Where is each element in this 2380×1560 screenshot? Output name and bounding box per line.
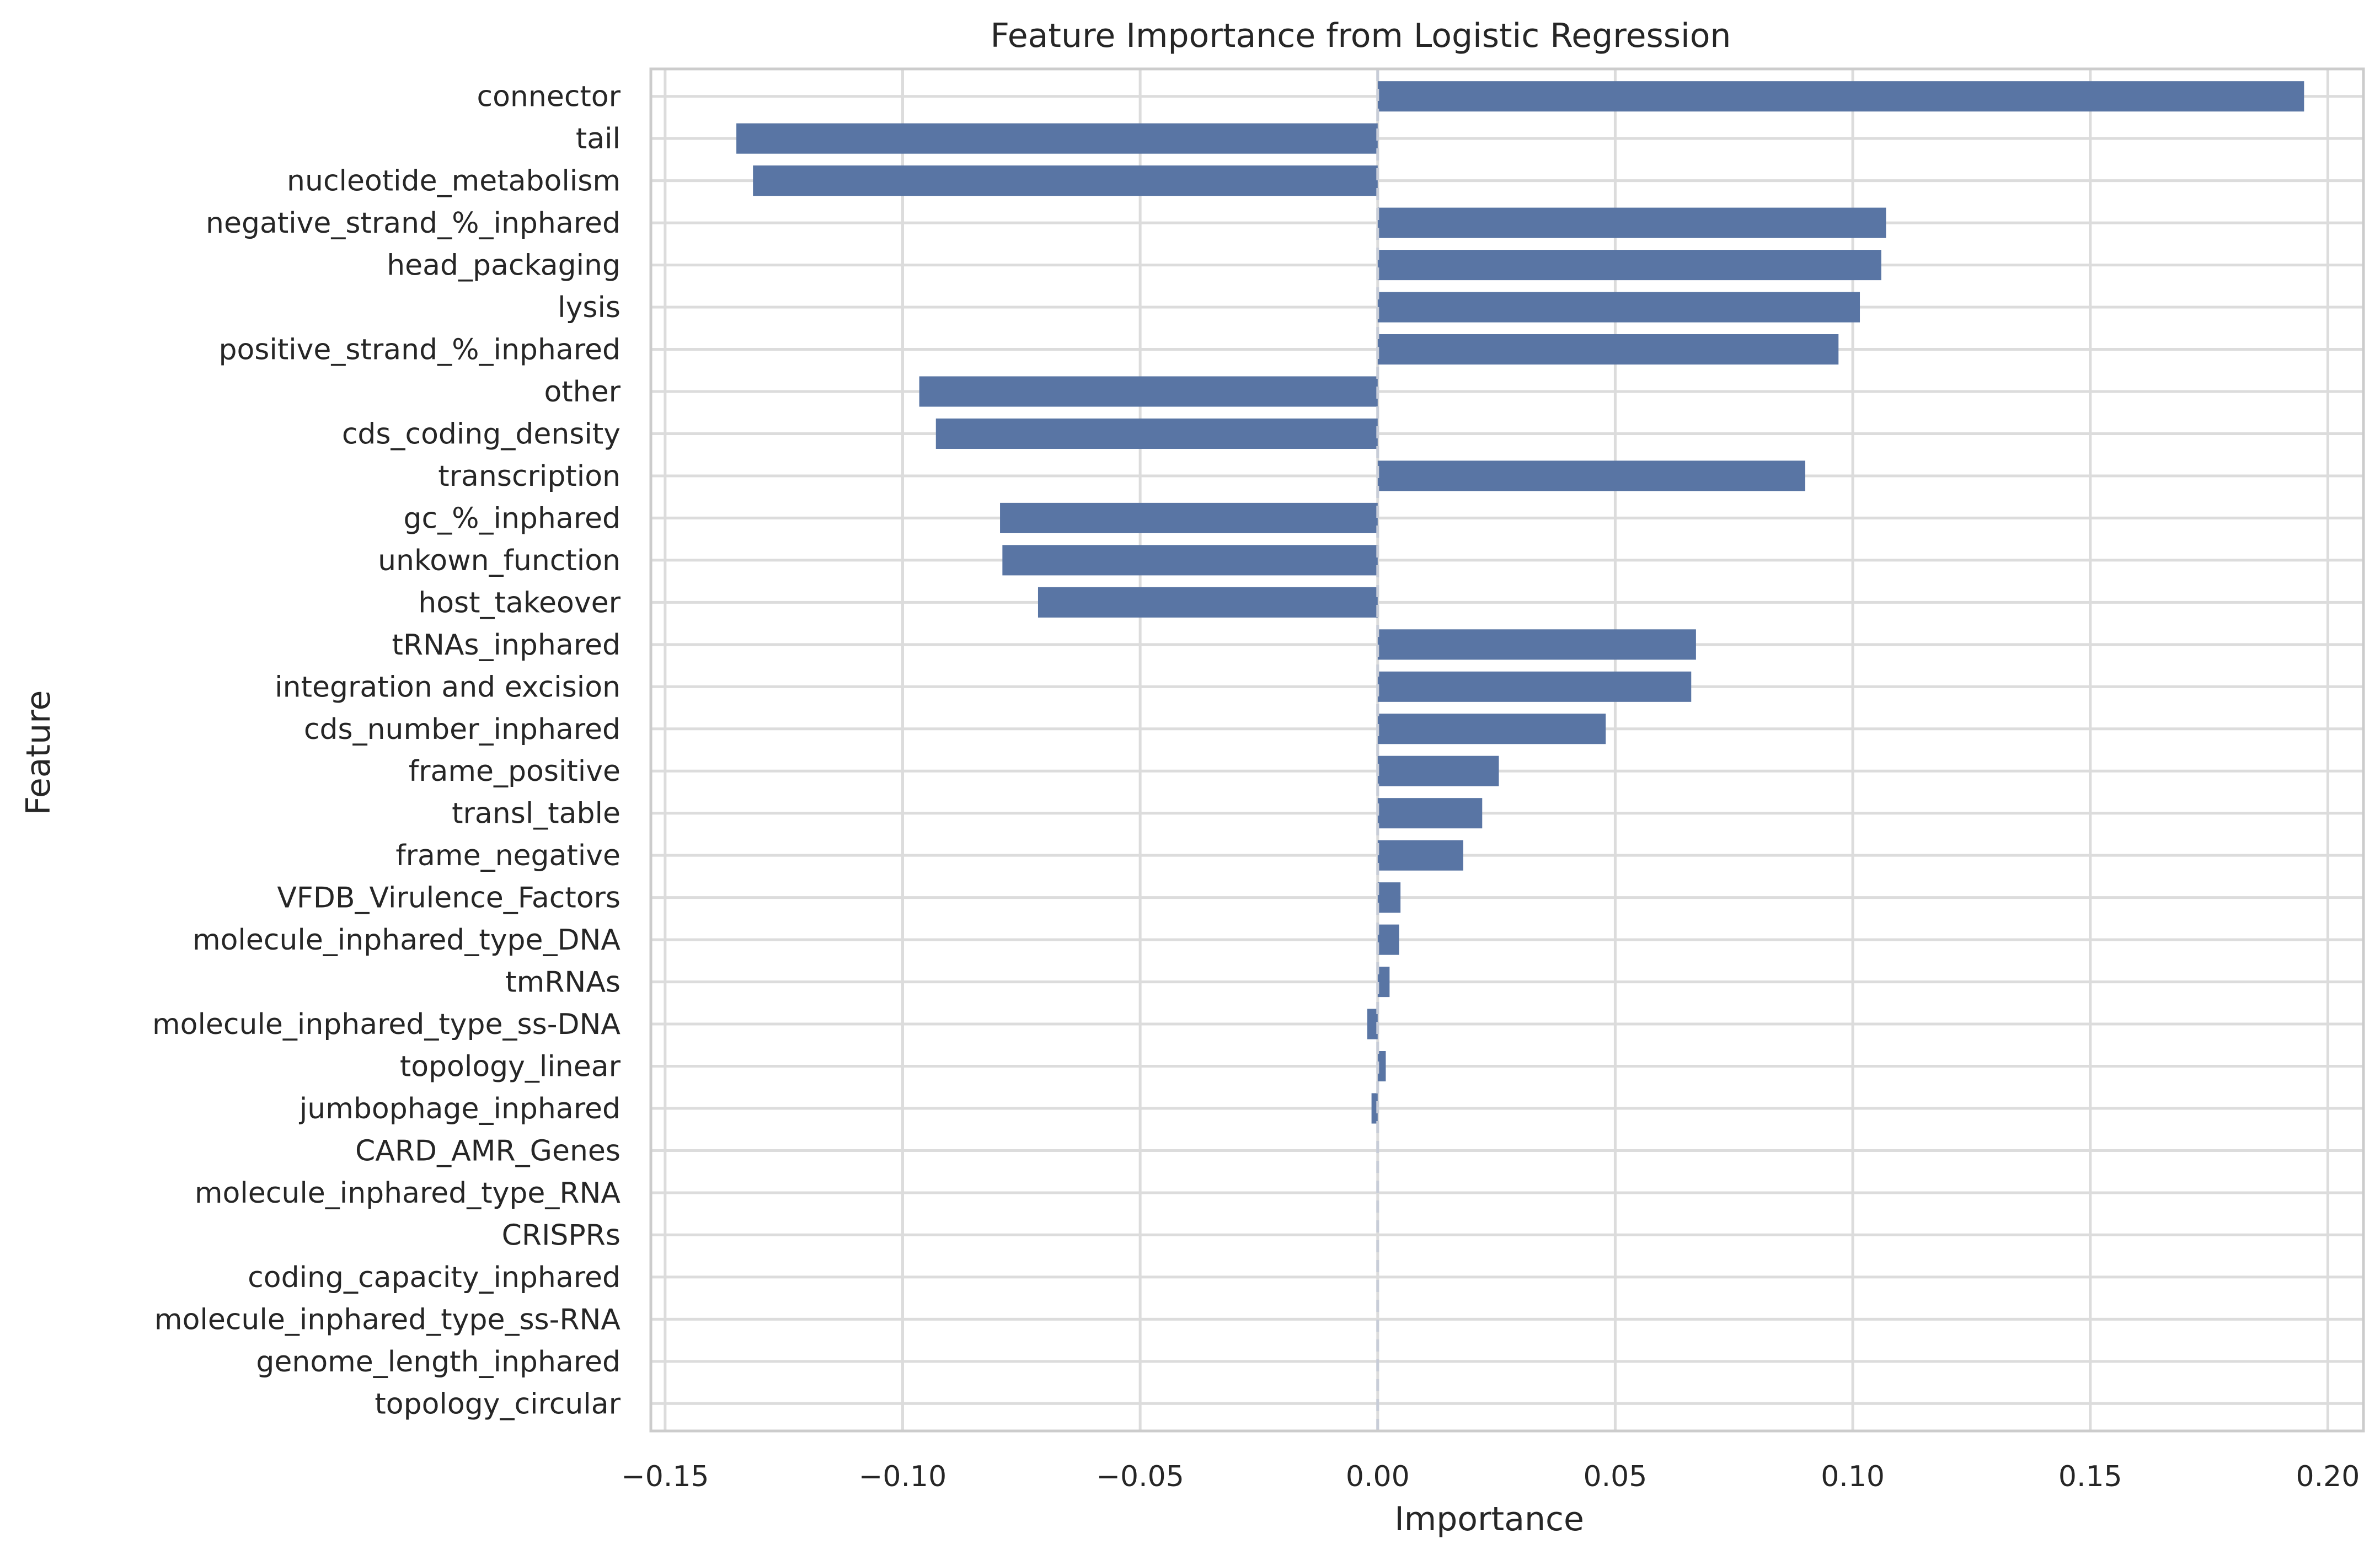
y-tick-label: molecule_inphared_type_RNA: [195, 1177, 621, 1210]
bar: [1000, 502, 1378, 533]
y-tick-label: head_packaging: [387, 249, 621, 282]
bar: [1377, 882, 1401, 913]
y-tick-label: unkown_function: [378, 544, 621, 577]
y-tick-label: VFDB_Virulence_Factors: [277, 882, 621, 915]
bar: [1377, 207, 1886, 238]
bar: [1367, 1009, 1378, 1039]
y-tick-label: tail: [576, 122, 621, 156]
bar: [1377, 250, 1881, 281]
chart-title: Feature Importance from Logistic Regress…: [991, 17, 1731, 55]
bar: [1377, 671, 1692, 702]
y-axis-ticks: connector tail nucleotide_metabolismnegati…: [152, 81, 621, 1421]
y-tick-label: jumbophage_inphared: [299, 1092, 621, 1125]
bar: [1377, 840, 1463, 871]
x-tick-label: −0.05: [1096, 1460, 1184, 1493]
y-tick-label: cds_number_inphared: [304, 713, 621, 746]
y-tick-label: topology_circular: [375, 1387, 621, 1420]
bar: [736, 123, 1378, 154]
bar: [1377, 334, 1839, 365]
y-tick-label: tRNAs_inphared: [392, 629, 621, 662]
bar: [1377, 924, 1399, 955]
y-tick-label: CARD_AMR_Genes: [355, 1134, 621, 1167]
y-tick-label: host_takeover: [418, 586, 621, 619]
y-tick-label: positive_strand_%_inphared: [218, 334, 621, 367]
x-tick-label: −0.15: [621, 1460, 709, 1493]
y-tick-label: negative_strand_%_inphared: [206, 207, 621, 240]
y-tick-label: genome_length_inphared: [256, 1345, 621, 1379]
y-tick-label: molecule_inphared_type_DNA: [192, 924, 621, 957]
bar: [935, 418, 1378, 449]
x-tick-label: 0.20: [2296, 1460, 2360, 1493]
y-tick-label: molecule_inphared_type_ss-DNA: [152, 1008, 621, 1041]
x-tick-label: 0.00: [1346, 1460, 1410, 1493]
bar: [1377, 755, 1499, 786]
axes-spine: [649, 67, 2365, 1433]
bar: [1377, 81, 2304, 112]
y-tick-label: transcription: [438, 460, 621, 493]
bar: [1377, 967, 1390, 998]
y-tick-label: gc_%_inphared: [404, 502, 621, 535]
y-tick-label: CRISPRs: [502, 1219, 621, 1252]
y-tick-label: connector: [477, 81, 621, 114]
x-tick-label: 0.05: [1584, 1460, 1648, 1493]
bar: [1371, 1093, 1378, 1124]
y-tick-label: cds_coding_density: [342, 417, 621, 451]
bar: [753, 165, 1378, 196]
bar: [1377, 292, 1860, 323]
y-tick-label: integration and excision: [275, 671, 621, 704]
y-tick-label: lysis: [558, 291, 621, 324]
bar: [919, 376, 1378, 407]
y-tick-label: other: [544, 376, 621, 409]
bar: [1377, 714, 1606, 744]
x-axis-ticks: −0.15 −0.10 −0.05 0.00 0.05 0.10 0.15 0.20: [621, 1460, 2360, 1493]
x-tick-label: 0.10: [1821, 1460, 1885, 1493]
x-tick-label: −0.10: [859, 1460, 946, 1493]
bar: [1377, 798, 1483, 829]
y-tick-label: nucleotide_metabolism: [287, 165, 621, 198]
y-tick-label: coding_capacity_inphared: [248, 1261, 621, 1294]
plot-frame: [649, 67, 2365, 1433]
bar: [1037, 587, 1378, 618]
bar: [1002, 545, 1378, 576]
y-axis-label: Feature: [19, 690, 58, 816]
y-tick-label: tmRNAs: [505, 966, 621, 999]
y-tick-label: transl_table: [452, 797, 621, 830]
bar: [1377, 460, 1805, 491]
y-tick-label: frame_positive: [409, 755, 621, 788]
y-tick-label: molecule_inphared_type_ss-RNA: [154, 1303, 621, 1336]
bar: [1377, 629, 1696, 660]
x-axis-label: Importance: [1394, 1500, 1584, 1538]
bar: [1377, 1051, 1386, 1082]
y-tick-label: frame_negative: [395, 839, 621, 872]
y-tick-label: topology_linear: [400, 1050, 621, 1084]
x-tick-label: 0.15: [2058, 1460, 2122, 1493]
bars: [736, 81, 2304, 1124]
